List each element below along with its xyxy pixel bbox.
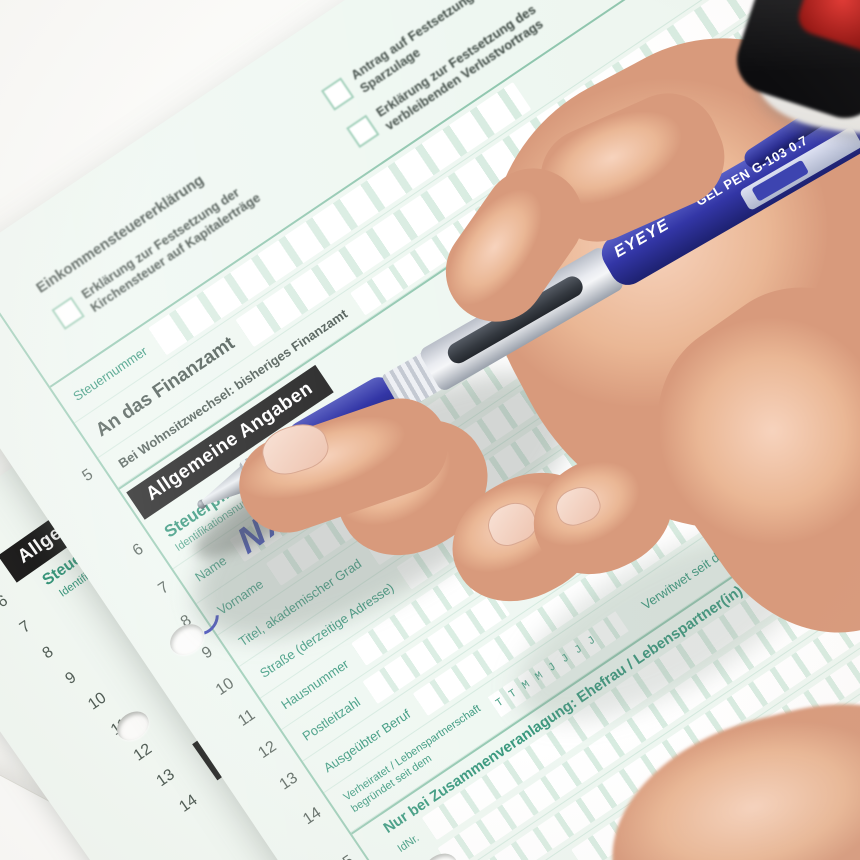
- sheet2-row-number: 8: [39, 643, 57, 663]
- sheet2-row-number: 12: [130, 740, 156, 765]
- row-number: 10: [212, 674, 238, 699]
- row-number: 14: [300, 804, 325, 829]
- sheet2-row-number: 9: [62, 668, 80, 688]
- field-label: IdNr.: [395, 831, 422, 855]
- row-number: 5: [79, 465, 97, 486]
- row-number: 13: [276, 769, 301, 794]
- sheet2-row-number: 14: [176, 791, 201, 816]
- sheet2-row-number: 6: [0, 592, 12, 612]
- punch-hole: [111, 705, 155, 747]
- sheet2-row-number: 10: [85, 689, 110, 714]
- row-number: 7: [155, 578, 173, 598]
- row-number: 6: [129, 540, 147, 560]
- sheet2-row-number: 13: [153, 766, 178, 791]
- row-number: 15: [311, 852, 358, 860]
- sheet2-row-number: 7: [16, 617, 34, 637]
- row-number: 12: [255, 737, 280, 762]
- row-number: 11: [235, 706, 259, 730]
